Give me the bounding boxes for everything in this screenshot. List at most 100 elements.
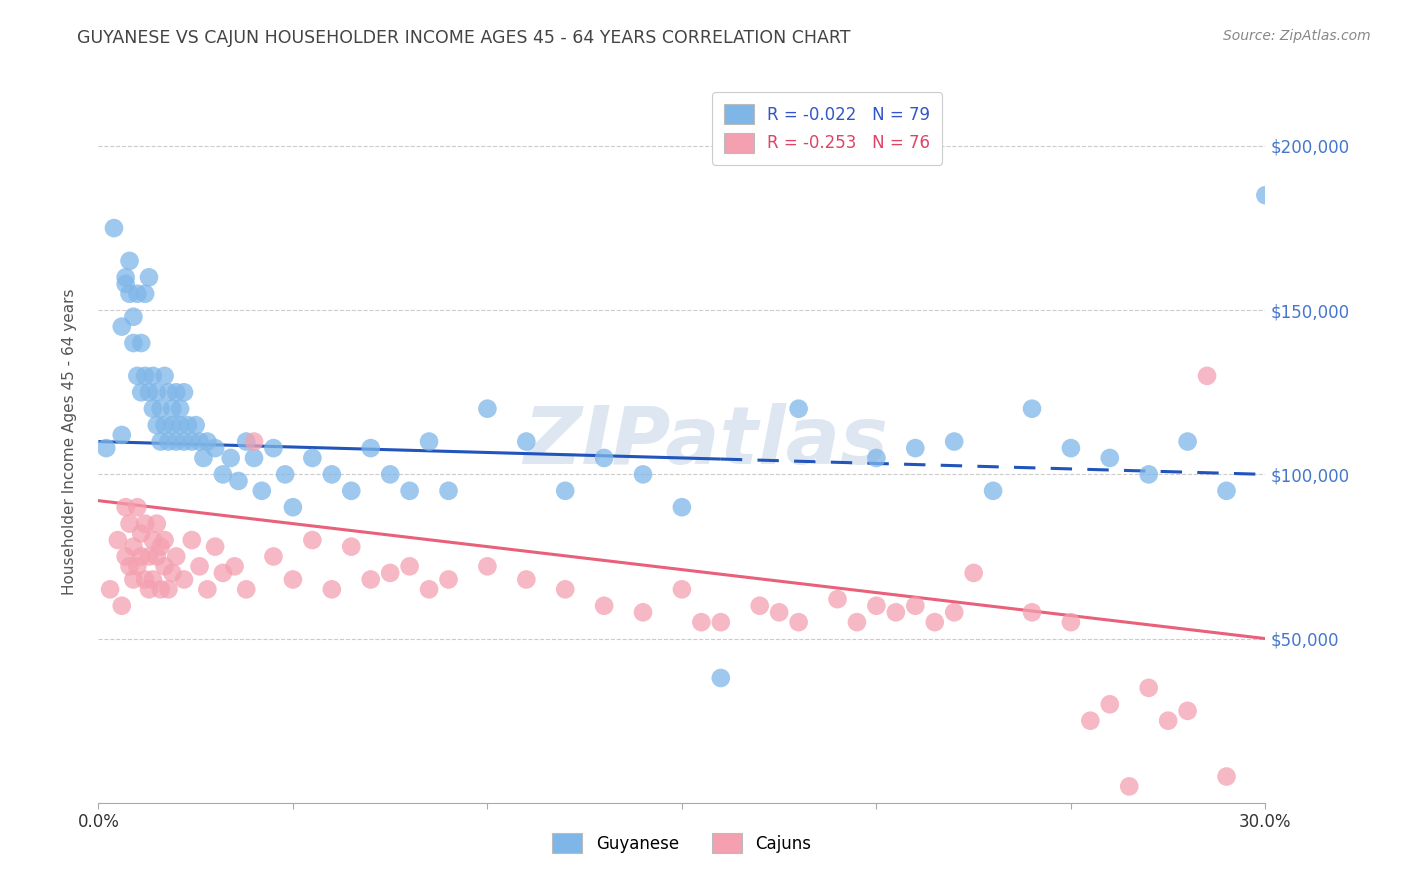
Point [477,559,499,574]
Point [157,434,180,449]
Point [193,450,215,465]
Point [321,582,343,597]
Point [180,533,202,547]
Point [224,559,246,574]
Point [165,385,187,400]
Point [127,368,149,383]
Point [398,559,420,574]
Y-axis label: Householder Income Ages 45 - 64 years: Householder Income Ages 45 - 64 years [62,288,77,595]
Point [281,500,304,515]
Point [122,336,145,351]
Point [129,549,152,564]
Point [122,310,145,324]
Point [165,549,187,564]
Point [262,441,284,455]
Point [188,559,211,574]
Point [111,599,134,613]
Point [690,615,713,630]
Point [1195,368,1218,383]
Point [157,385,180,400]
Point [134,573,156,587]
Point [165,434,187,449]
Point [243,434,266,449]
Point [593,599,616,613]
Point [153,368,176,383]
Point [204,540,226,554]
Point [134,286,156,301]
Point [149,434,172,449]
Point [127,500,149,515]
Point [1098,698,1121,712]
Point [962,566,984,580]
Point [142,533,165,547]
Point [153,533,176,547]
Point [149,540,172,554]
Point [118,253,141,268]
Point [281,573,304,587]
Point [924,615,946,630]
Point [671,582,693,597]
Point [671,500,693,515]
Point [360,441,382,455]
Point [118,286,141,301]
Point [162,566,184,580]
Point [710,671,733,685]
Point [340,540,363,554]
Point [212,467,235,482]
Point [1080,714,1102,728]
Point [138,270,160,285]
Point [138,582,160,597]
Point [129,336,152,351]
Point [138,385,160,400]
Point [1118,780,1140,794]
Point [235,582,257,597]
Point [195,582,218,597]
Point [827,592,849,607]
Point [114,277,136,291]
Point [146,549,169,564]
Point [118,516,141,531]
Point [262,549,284,564]
Point [943,434,966,449]
Point [631,605,654,619]
Point [162,401,184,416]
Point [554,483,576,498]
Point [243,450,266,465]
Point [142,573,165,587]
Point [235,434,257,449]
Point [114,500,136,515]
Point [1021,401,1043,416]
Point [631,467,654,482]
Point [301,450,323,465]
Point [380,467,402,482]
Point [865,599,887,613]
Point [418,434,440,449]
Point [1177,704,1199,718]
Point [180,434,202,449]
Point [134,516,156,531]
Point [943,605,966,619]
Point [177,418,200,433]
Point [146,418,169,433]
Point [149,401,172,416]
Point [114,549,136,564]
Point [195,434,218,449]
Point [1060,441,1083,455]
Point [129,385,152,400]
Point [129,526,152,541]
Point [169,418,191,433]
Point [418,582,440,597]
Point [157,582,180,597]
Point [212,566,235,580]
Point [477,401,499,416]
Text: ZIPatlas: ZIPatlas [523,402,887,481]
Point [122,573,145,587]
Point [1177,434,1199,449]
Point [111,319,134,334]
Point [188,434,211,449]
Point [146,385,169,400]
Point [111,428,134,442]
Point [142,401,165,416]
Point [1098,450,1121,465]
Point [398,483,420,498]
